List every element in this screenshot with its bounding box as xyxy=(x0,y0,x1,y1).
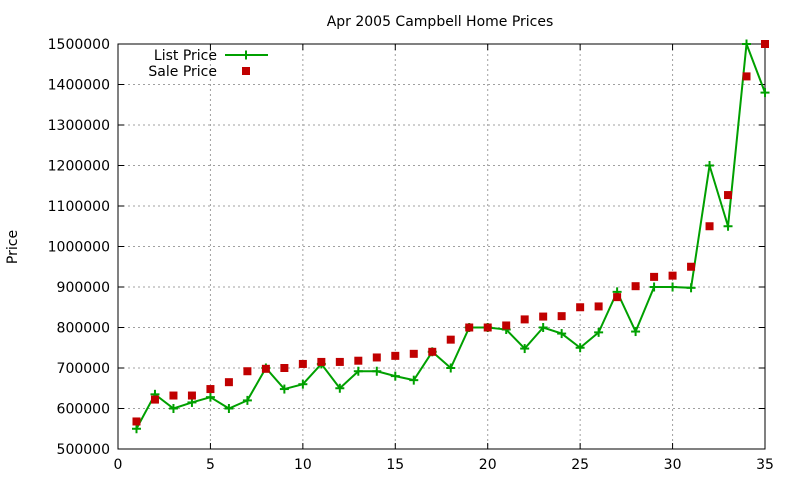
sale-price-point xyxy=(520,315,529,324)
x-tick-label: 20 xyxy=(479,457,497,473)
y-tick-label: 1100000 xyxy=(48,199,110,215)
list-price-point xyxy=(557,329,567,339)
legend-label: Sale Price xyxy=(148,64,217,80)
list-price-point xyxy=(649,282,659,292)
sale-price-point xyxy=(557,312,566,321)
sale-price-point xyxy=(354,356,363,365)
sale-price-point xyxy=(650,272,659,281)
x-tick-label: 25 xyxy=(571,457,589,473)
list-price-point xyxy=(353,366,363,376)
list-price-point xyxy=(372,366,382,376)
sale-price-point xyxy=(409,349,418,358)
list-price-point xyxy=(631,327,641,337)
y-tick-label: 900000 xyxy=(57,280,110,296)
series-0 xyxy=(131,39,770,434)
sale-price-point xyxy=(483,323,492,332)
legend-label: List Price xyxy=(154,48,217,64)
list-price-point xyxy=(575,343,585,353)
y-tick-label: 1300000 xyxy=(48,118,110,134)
list-price-point xyxy=(168,404,178,413)
chart-title: Apr 2005 Campbell Home Prices xyxy=(327,14,554,30)
sale-price-point xyxy=(687,262,696,271)
sale-price-point xyxy=(705,222,714,231)
x-tick-label: 15 xyxy=(386,457,404,473)
sale-price-point xyxy=(280,364,289,372)
sale-price-point xyxy=(724,191,733,200)
list-price-point xyxy=(242,395,252,405)
y-tick-label: 600000 xyxy=(57,402,110,418)
axis-ticks: 500000 600000 700000 800000 900000 1000000 110… xyxy=(48,37,774,473)
list-price-point xyxy=(446,363,456,373)
sale-price-point xyxy=(668,271,677,280)
sale-price-point xyxy=(150,395,159,404)
sale-price-point xyxy=(187,391,196,400)
list-price-point xyxy=(131,424,141,434)
list-price-point xyxy=(760,88,770,98)
y-tick-label: 800000 xyxy=(57,321,110,337)
sale-price-point xyxy=(576,303,585,312)
sale-price-point xyxy=(594,302,603,311)
y-tick-label: 700000 xyxy=(57,361,110,377)
list-price-point xyxy=(298,379,308,389)
list-price-point xyxy=(335,383,345,393)
x-tick-label: 10 xyxy=(294,457,312,473)
x-tick-label: 30 xyxy=(664,457,682,473)
x-tick-label: 5 xyxy=(206,457,215,473)
list-price-point xyxy=(205,392,215,402)
y-tick-label: 500000 xyxy=(57,442,110,458)
list-price-point xyxy=(538,323,548,332)
x-tick-label: 0 xyxy=(114,457,123,473)
sale-price-point xyxy=(742,72,751,81)
list-price-point xyxy=(594,327,604,337)
list-price-point xyxy=(409,375,419,385)
sale-price-point xyxy=(243,367,252,376)
sale-price-point xyxy=(502,321,511,330)
sale-price-point xyxy=(317,357,326,366)
sale-price-point xyxy=(465,323,474,332)
series-layer xyxy=(131,39,770,434)
sale-price-point xyxy=(539,312,548,321)
sale-price-point xyxy=(446,335,455,344)
sale-price-point xyxy=(428,347,437,356)
sale-price-point xyxy=(206,385,215,394)
sale-price-point xyxy=(132,417,141,426)
sale-price-point xyxy=(761,40,769,48)
sale-price-point xyxy=(298,359,307,368)
sale-price-point xyxy=(335,357,344,366)
sale-price-point xyxy=(372,353,381,362)
list-price-point xyxy=(520,344,530,354)
sale-price-point xyxy=(261,364,270,373)
sale-price-point xyxy=(391,351,400,360)
list-price-point xyxy=(705,161,715,170)
y-tick-label: 1500000 xyxy=(48,37,110,53)
y-tick-label: 1400000 xyxy=(48,78,110,94)
series-1 xyxy=(132,40,769,426)
x-tick-label: 35 xyxy=(756,457,774,473)
legend-plus-swatch xyxy=(241,50,251,60)
list-price-point xyxy=(224,404,234,413)
sale-price-point xyxy=(613,293,622,302)
list-price-point xyxy=(279,384,289,394)
list-price-point xyxy=(723,221,733,231)
list-price-point xyxy=(668,282,678,292)
sale-price-point xyxy=(169,391,178,400)
sale-price-point xyxy=(631,282,640,291)
legend-square-swatch xyxy=(242,67,250,75)
y-tick-label: 1000000 xyxy=(48,240,110,256)
y-tick-label: 1200000 xyxy=(48,159,110,175)
list-price-point xyxy=(742,39,752,49)
list-price-point xyxy=(390,371,400,381)
list-price-point xyxy=(686,283,696,293)
sale-price-point xyxy=(224,378,233,387)
y-axis-label: Price xyxy=(5,230,21,264)
